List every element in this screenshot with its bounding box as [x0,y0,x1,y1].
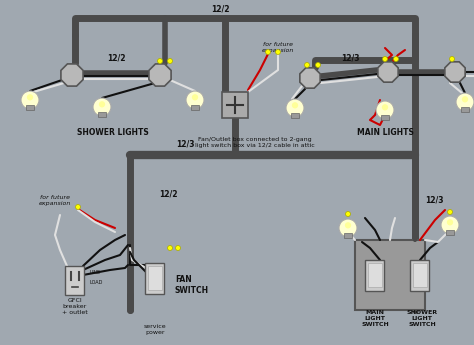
Text: LINE: LINE [90,270,101,276]
Text: 12/2: 12/2 [211,4,229,13]
Circle shape [447,219,453,225]
Circle shape [275,49,281,55]
Text: 12/3: 12/3 [425,196,444,205]
Circle shape [93,98,111,116]
Circle shape [27,94,33,100]
Text: LOAD: LOAD [90,279,103,285]
Text: 12/3: 12/3 [341,53,359,62]
Circle shape [192,94,198,100]
Circle shape [286,99,304,117]
Circle shape [21,91,39,109]
Circle shape [383,57,388,61]
Text: SHOWER
LIGHT
SWITCH: SHOWER LIGHT SWITCH [406,310,438,327]
Text: GFCI
breaker
+ outlet: GFCI breaker + outlet [62,298,88,315]
Text: MAIN
LIGHT
SWITCH: MAIN LIGHT SWITCH [361,310,389,327]
Circle shape [75,205,81,209]
FancyBboxPatch shape [413,263,427,287]
Circle shape [175,246,181,250]
FancyBboxPatch shape [381,115,389,120]
Circle shape [304,62,310,68]
Circle shape [382,104,388,110]
Polygon shape [300,68,320,88]
Circle shape [292,102,298,108]
Text: 12/2: 12/2 [107,53,125,62]
FancyBboxPatch shape [191,106,199,110]
FancyBboxPatch shape [65,266,84,295]
Polygon shape [61,64,83,86]
Text: 12/2: 12/2 [159,189,177,198]
Polygon shape [149,64,171,86]
Circle shape [441,216,459,234]
Text: for future
expansion: for future expansion [39,195,71,206]
Circle shape [346,211,350,217]
Text: service
power: service power [144,324,166,335]
Circle shape [462,96,468,102]
FancyBboxPatch shape [355,240,425,310]
FancyBboxPatch shape [146,263,164,294]
Polygon shape [445,62,465,82]
Text: for future
expansion: for future expansion [262,42,294,53]
Circle shape [447,209,453,215]
Circle shape [393,57,399,61]
Circle shape [157,59,163,63]
Polygon shape [378,62,398,82]
Circle shape [167,246,173,250]
FancyBboxPatch shape [344,234,352,238]
Circle shape [456,93,474,111]
Circle shape [376,101,394,119]
FancyBboxPatch shape [365,259,384,290]
Text: MAIN LIGHTS: MAIN LIGHTS [356,128,413,137]
FancyBboxPatch shape [222,92,248,118]
Circle shape [316,62,320,68]
Circle shape [167,59,173,63]
Circle shape [449,57,455,61]
Circle shape [99,101,105,107]
FancyBboxPatch shape [368,263,382,287]
Circle shape [339,219,357,237]
Circle shape [345,222,351,228]
FancyBboxPatch shape [291,114,299,118]
FancyBboxPatch shape [446,230,454,235]
FancyBboxPatch shape [26,106,34,110]
Text: FAN
SWITCH: FAN SWITCH [175,275,209,295]
FancyBboxPatch shape [148,266,162,290]
Text: 12/3: 12/3 [176,139,194,148]
FancyBboxPatch shape [410,259,429,290]
Circle shape [186,91,204,109]
FancyBboxPatch shape [461,107,469,112]
Circle shape [265,49,271,55]
FancyBboxPatch shape [98,112,106,117]
Text: Fan/Outlet box connected to 2-gang
light switch box via 12/2 cable in attic: Fan/Outlet box connected to 2-gang light… [195,137,315,148]
Text: SHOWER LIGHTS: SHOWER LIGHTS [77,128,149,137]
